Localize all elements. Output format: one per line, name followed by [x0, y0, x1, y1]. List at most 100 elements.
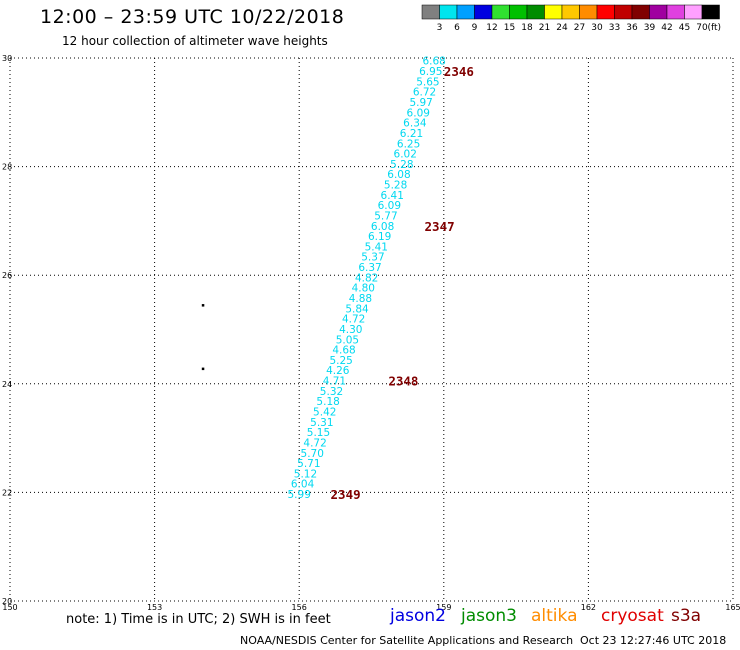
swh-point-label: 5.41 — [365, 241, 388, 253]
swh-point-label: 6.09 — [407, 107, 430, 119]
swh-point-label: 6.68 — [422, 56, 445, 68]
legend-swatch — [649, 4, 668, 20]
legend-label: 21 — [539, 23, 550, 33]
swh-point-label: 4.26 — [326, 365, 350, 377]
legend-label: 18 — [521, 23, 533, 33]
legend-swatch — [684, 4, 703, 20]
swh-point-label: 5.31 — [310, 417, 333, 429]
swh-point-label: 5.28 — [390, 159, 413, 171]
legend-label: 15 — [504, 23, 515, 33]
time-label: 2347 — [425, 219, 455, 234]
swh-point-label: 4.72 — [303, 437, 326, 449]
credit-line: NOAA/NESDIS Center for Satellite Applica… — [240, 634, 574, 647]
legend-unit: (ft) — [708, 23, 722, 33]
satellite-label-s3a: s3a — [671, 606, 702, 626]
legend-label: 33 — [609, 23, 620, 33]
swh-point-label: 6.95 — [419, 66, 442, 78]
swh-points: 6.686.955.656.725.976.096.346.216.256.02… — [288, 56, 446, 501]
x-tick-label: 165 — [725, 603, 740, 612]
swh-point-label: 6.72 — [413, 87, 436, 99]
y-tick-label: 22 — [2, 488, 12, 497]
swh-point-label: 5.32 — [320, 386, 343, 398]
y-tick-label: 24 — [2, 380, 12, 389]
legend-swatch — [561, 4, 580, 20]
swh-point-label: 5.42 — [313, 406, 336, 418]
color-legend: 3 6 9 12 15 18 21 24 27 30 33 36 39 42 45 70 (ft) — [421, 4, 722, 33]
swh-point-label: 6.08 — [387, 169, 410, 181]
point-marker — [201, 304, 205, 307]
swh-point-label: 6.02 — [394, 149, 417, 161]
legend-label: 42 — [661, 23, 672, 33]
time-label: 2348 — [388, 374, 418, 389]
legend-swatch — [421, 4, 440, 20]
satellite-label-jason3: jason3 — [461, 606, 517, 626]
legend-swatch — [439, 4, 458, 20]
swh-point-label: 5.84 — [345, 303, 369, 315]
legend-swatch — [544, 4, 563, 20]
legend-swatch — [491, 4, 510, 20]
swh-point-label: 5.70 — [301, 448, 324, 460]
legend-label: 70 — [696, 23, 708, 33]
point-marker — [201, 367, 205, 371]
legend-swatch — [474, 4, 493, 20]
time-label: 2349 — [331, 487, 361, 502]
swh-point-label: 5.97 — [409, 97, 432, 109]
swh-point-label: 5.05 — [336, 334, 359, 346]
legend-swatch — [509, 4, 528, 20]
legend-label: 36 — [626, 23, 638, 33]
x-tick-label: 153 — [147, 603, 162, 612]
plot-grid — [9, 57, 734, 602]
legend-swatch — [701, 4, 720, 20]
swh-point-label: 5.15 — [307, 427, 330, 439]
swh-point-label: 4.72 — [342, 314, 365, 326]
x-tick-label: 162 — [581, 603, 596, 612]
swh-point-label: 5.77 — [374, 210, 397, 222]
time-labels: 2346 2347 2348 2349 — [331, 64, 474, 502]
swh-point-label: 5.28 — [384, 180, 407, 192]
footer-note: note: 1) Time is in UTC; 2) SWH is in fe… — [66, 612, 331, 627]
swh-point-label: 6.08 — [371, 221, 394, 233]
y-tick-label: 26 — [2, 271, 12, 280]
axis-ticks: 20 22 24 26 28 30 150 153 156 159 162 165 — [2, 54, 740, 612]
swh-point-label: 6.21 — [400, 128, 423, 140]
legend-swatch — [614, 4, 633, 20]
swh-point-label: 5.65 — [416, 76, 439, 88]
swh-point-label: 5.12 — [294, 468, 317, 480]
swh-point-label: 5.71 — [297, 458, 320, 470]
legend-label: 3 — [437, 23, 443, 33]
swh-point-label: 5.37 — [361, 252, 384, 264]
legend-label: 45 — [679, 23, 690, 33]
swh-point-label: 6.41 — [381, 190, 404, 202]
satellite-label-jason2: jason2 — [390, 606, 446, 626]
legend-swatch — [666, 4, 685, 20]
y-tick-label: 20 — [2, 597, 12, 606]
legend-swatch — [596, 4, 615, 20]
legend-label: 39 — [644, 23, 656, 33]
swh-point-label: 4.71 — [323, 376, 346, 388]
legend-swatch — [456, 4, 475, 20]
legend-label: 24 — [556, 23, 568, 33]
swh-point-label: 6.04 — [291, 479, 315, 491]
swh-point-label: 4.80 — [352, 283, 375, 295]
legend-label: 27 — [574, 23, 585, 33]
satellite-label-cryosat: cryosat — [601, 606, 664, 626]
point-markers — [201, 304, 205, 371]
y-tick-label: 28 — [2, 163, 12, 172]
swh-point-label: 6.37 — [358, 262, 381, 274]
legend-swatch — [526, 4, 545, 20]
x-tick-label: 150 — [2, 603, 17, 612]
swh-point-label: 6.34 — [403, 118, 427, 130]
swh-point-label: 6.09 — [378, 200, 401, 212]
chart-title: 12:00 – 23:59 UTC 10/22/2018 — [40, 6, 345, 28]
swh-point-label: 5.18 — [316, 396, 339, 408]
legend-label: 6 — [454, 23, 460, 33]
swh-point-label: 4.88 — [349, 293, 372, 305]
swh-point-label: 4.68 — [332, 345, 355, 357]
swh-point-label: 6.25 — [397, 138, 420, 150]
legend-label: 9 — [472, 23, 478, 33]
legend-swatch — [579, 4, 598, 20]
swh-point-label: 6.19 — [368, 231, 391, 243]
swh-point-label: 5.99 — [288, 489, 311, 501]
